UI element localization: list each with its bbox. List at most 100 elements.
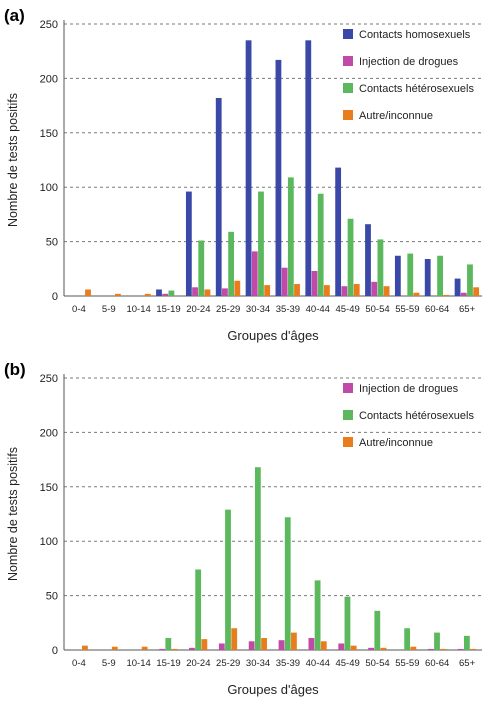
c1-bar-contacts-h-t-rosexuels-30-34 xyxy=(254,467,261,650)
c0-x-tick-label: 45-49 xyxy=(335,304,359,315)
c1-legend-label: Contacts hétérosexuels xyxy=(359,410,474,422)
c1-bar-autre-inconnue-0-4 xyxy=(82,645,88,650)
c0-bar-contacts-h-t-rosexuels-25-29 xyxy=(228,231,235,296)
c0-legend-swatch xyxy=(343,110,353,120)
c0-bar-autre-inconnue-65+ xyxy=(473,287,480,296)
c1-x-tick-label: 15-19 xyxy=(156,658,180,669)
c1-legend-label: Injection de drogues xyxy=(359,383,459,395)
c0-bar-contacts-homosexuels-45-49 xyxy=(335,167,342,296)
c1-bar-autre-inconnue-20-24 xyxy=(201,639,208,650)
c1-bar-contacts-h-t-rosexuels-25-29 xyxy=(225,509,231,650)
panel-label-a: (a) xyxy=(4,6,25,25)
c1-bar-contacts-h-t-rosexuels-60-64 xyxy=(434,632,440,650)
c0-bar-contacts-homosexuels-55-59 xyxy=(394,255,401,296)
c0-x-tick-label: 5-9 xyxy=(102,304,116,315)
c0-legend-label: Autre/inconnue xyxy=(359,110,433,122)
c0-bar-injection-de-drogues-45-49 xyxy=(341,286,348,296)
c1-bar-injection-de-drogues-45-49 xyxy=(338,643,345,650)
c0-bar-autre-inconnue-45-49 xyxy=(353,284,360,296)
c1-x-tick-label: 30-34 xyxy=(246,658,270,669)
c0-x-tick-label: 50-54 xyxy=(365,304,389,315)
c0-y-axis-title: Nombre de tests positifs xyxy=(6,93,20,227)
c0-bar-contacts-homosexuels-20-24 xyxy=(185,191,192,296)
c1-bar-autre-inconnue-45-49 xyxy=(350,645,357,650)
chart-panel-a: (a) 0 50 100 150 200 250 0-4 5-9 10-14 15-19 20-24… xyxy=(0,0,489,353)
c1-x-tick-label: 35-39 xyxy=(276,658,300,669)
c0-legend-swatch xyxy=(343,29,353,39)
c0-bar-autre-inconnue-10-14 xyxy=(144,293,151,296)
c0-bar-contacts-homosexuels-50-54 xyxy=(365,224,371,296)
c0-bar-contacts-h-t-rosexuels-30-34 xyxy=(258,191,264,296)
c0-x-tick-label: 10-14 xyxy=(126,304,150,315)
c1-y-axis-title: Nombre de tests positifs xyxy=(6,447,20,581)
c0-bar-contacts-h-t-rosexuels-15-19 xyxy=(168,290,175,296)
c0-bar-autre-inconnue-40-44 xyxy=(323,285,330,296)
c0-bar-injection-de-drogues-65+ xyxy=(460,292,467,296)
c1-y-tick-label: 150 xyxy=(40,482,58,494)
c0-x-tick-label: 0-4 xyxy=(72,304,86,315)
c1-bar-injection-de-drogues-35-39 xyxy=(278,640,285,650)
c1-y-tick-label: 200 xyxy=(40,427,58,439)
c0-bar-autre-inconnue-0-4 xyxy=(85,289,91,296)
c0-bar-contacts-homosexuels-60-64 xyxy=(424,259,431,296)
c1-bar-contacts-h-t-rosexuels-35-39 xyxy=(284,517,291,650)
panel-label-b: (b) xyxy=(4,360,26,379)
c0-bar-injection-de-drogues-40-44 xyxy=(311,270,318,296)
c0-bar-autre-inconnue-60-64 xyxy=(443,294,450,296)
c0-bar-contacts-h-t-rosexuels-55-59 xyxy=(407,253,414,296)
c1-bar-contacts-h-t-rosexuels-50-54 xyxy=(374,610,381,650)
c0-bar-autre-inconnue-50-54 xyxy=(383,286,390,296)
c0-bar-contacts-h-t-rosexuels-40-44 xyxy=(317,193,324,296)
c1-bar-injection-de-drogues-60-64 xyxy=(427,648,434,650)
c1-legend-swatch xyxy=(343,410,353,420)
c0-x-tick-label: 25-29 xyxy=(216,304,240,315)
c1-y-tick-label: 250 xyxy=(40,373,58,385)
c1-x-tick-label: 10-14 xyxy=(126,658,150,669)
c1-bar-autre-inconnue-25-29 xyxy=(231,628,238,650)
c1-bar-injection-de-drogues-15-19 xyxy=(159,648,165,650)
c1-bar-autre-inconnue-5-9 xyxy=(111,646,118,650)
c0-bar-contacts-homosexuels-35-39 xyxy=(275,59,282,297)
c0-bar-contacts-h-t-rosexuels-65+ xyxy=(467,264,473,296)
c1-x-tick-label: 5-9 xyxy=(102,658,116,669)
c0-bar-autre-inconnue-55-59 xyxy=(413,292,420,296)
c0-x-tick-label: 65+ xyxy=(459,304,476,315)
c1-legend-swatch xyxy=(343,383,353,393)
c0-bar-contacts-homosexuels-15-19 xyxy=(156,289,162,296)
c1-bar-autre-inconnue-35-39 xyxy=(291,632,297,650)
c1-bar-injection-de-drogues-65+ xyxy=(457,648,464,650)
c1-bar-autre-inconnue-10-14 xyxy=(141,646,148,650)
c1-legend-swatch xyxy=(343,437,353,447)
c0-bar-injection-de-drogues-20-24 xyxy=(192,287,198,296)
c0-bar-contacts-h-t-rosexuels-20-24 xyxy=(198,240,205,296)
c1-bar-injection-de-drogues-50-54 xyxy=(368,647,374,650)
c0-bar-autre-inconnue-5-9 xyxy=(114,293,121,296)
c1-bar-contacts-h-t-rosexuels-65+ xyxy=(463,635,470,650)
c0-bar-contacts-homosexuels-65+ xyxy=(454,278,461,296)
c1-bar-contacts-h-t-rosexuels-15-19 xyxy=(165,638,172,650)
c1-bar-autre-inconnue-60-64 xyxy=(440,648,447,650)
c0-y-tick-label: 0 xyxy=(52,291,58,303)
c0-x-tick-label: 60-64 xyxy=(425,304,449,315)
c1-x-tick-label: 20-24 xyxy=(186,658,210,669)
c0-y-tick-label: 200 xyxy=(40,73,58,85)
c0-bar-injection-de-drogues-15-19 xyxy=(162,293,169,296)
c0-bar-injection-de-drogues-50-54 xyxy=(371,281,378,296)
c0-x-tick-label: 20-24 xyxy=(186,304,210,315)
c1-x-tick-label: 0-4 xyxy=(72,658,86,669)
c1-x-axis-title: Groupes d'âges xyxy=(227,682,319,697)
c0-bar-contacts-h-t-rosexuels-45-49 xyxy=(347,218,354,296)
c1-x-tick-label: 60-64 xyxy=(425,658,449,669)
c1-x-tick-label: 45-49 xyxy=(335,658,359,669)
c0-bar-autre-inconnue-20-24 xyxy=(204,289,211,296)
c0-bar-injection-de-drogues-25-29 xyxy=(222,288,228,296)
c0-bar-injection-de-drogues-35-39 xyxy=(281,267,288,296)
c1-bar-autre-inconnue-55-59 xyxy=(410,646,417,650)
c0-x-axis-title: Groupes d'âges xyxy=(227,328,319,343)
c0-y-tick-label: 150 xyxy=(40,128,58,140)
c0-bar-contacts-h-t-rosexuels-35-39 xyxy=(287,177,294,296)
c1-bar-autre-inconnue-30-34 xyxy=(261,638,267,650)
c1-x-tick-label: 65+ xyxy=(459,658,476,669)
c0-legend-label: Contacts homosexuels xyxy=(359,29,471,41)
c1-bar-autre-inconnue-40-44 xyxy=(320,641,327,650)
